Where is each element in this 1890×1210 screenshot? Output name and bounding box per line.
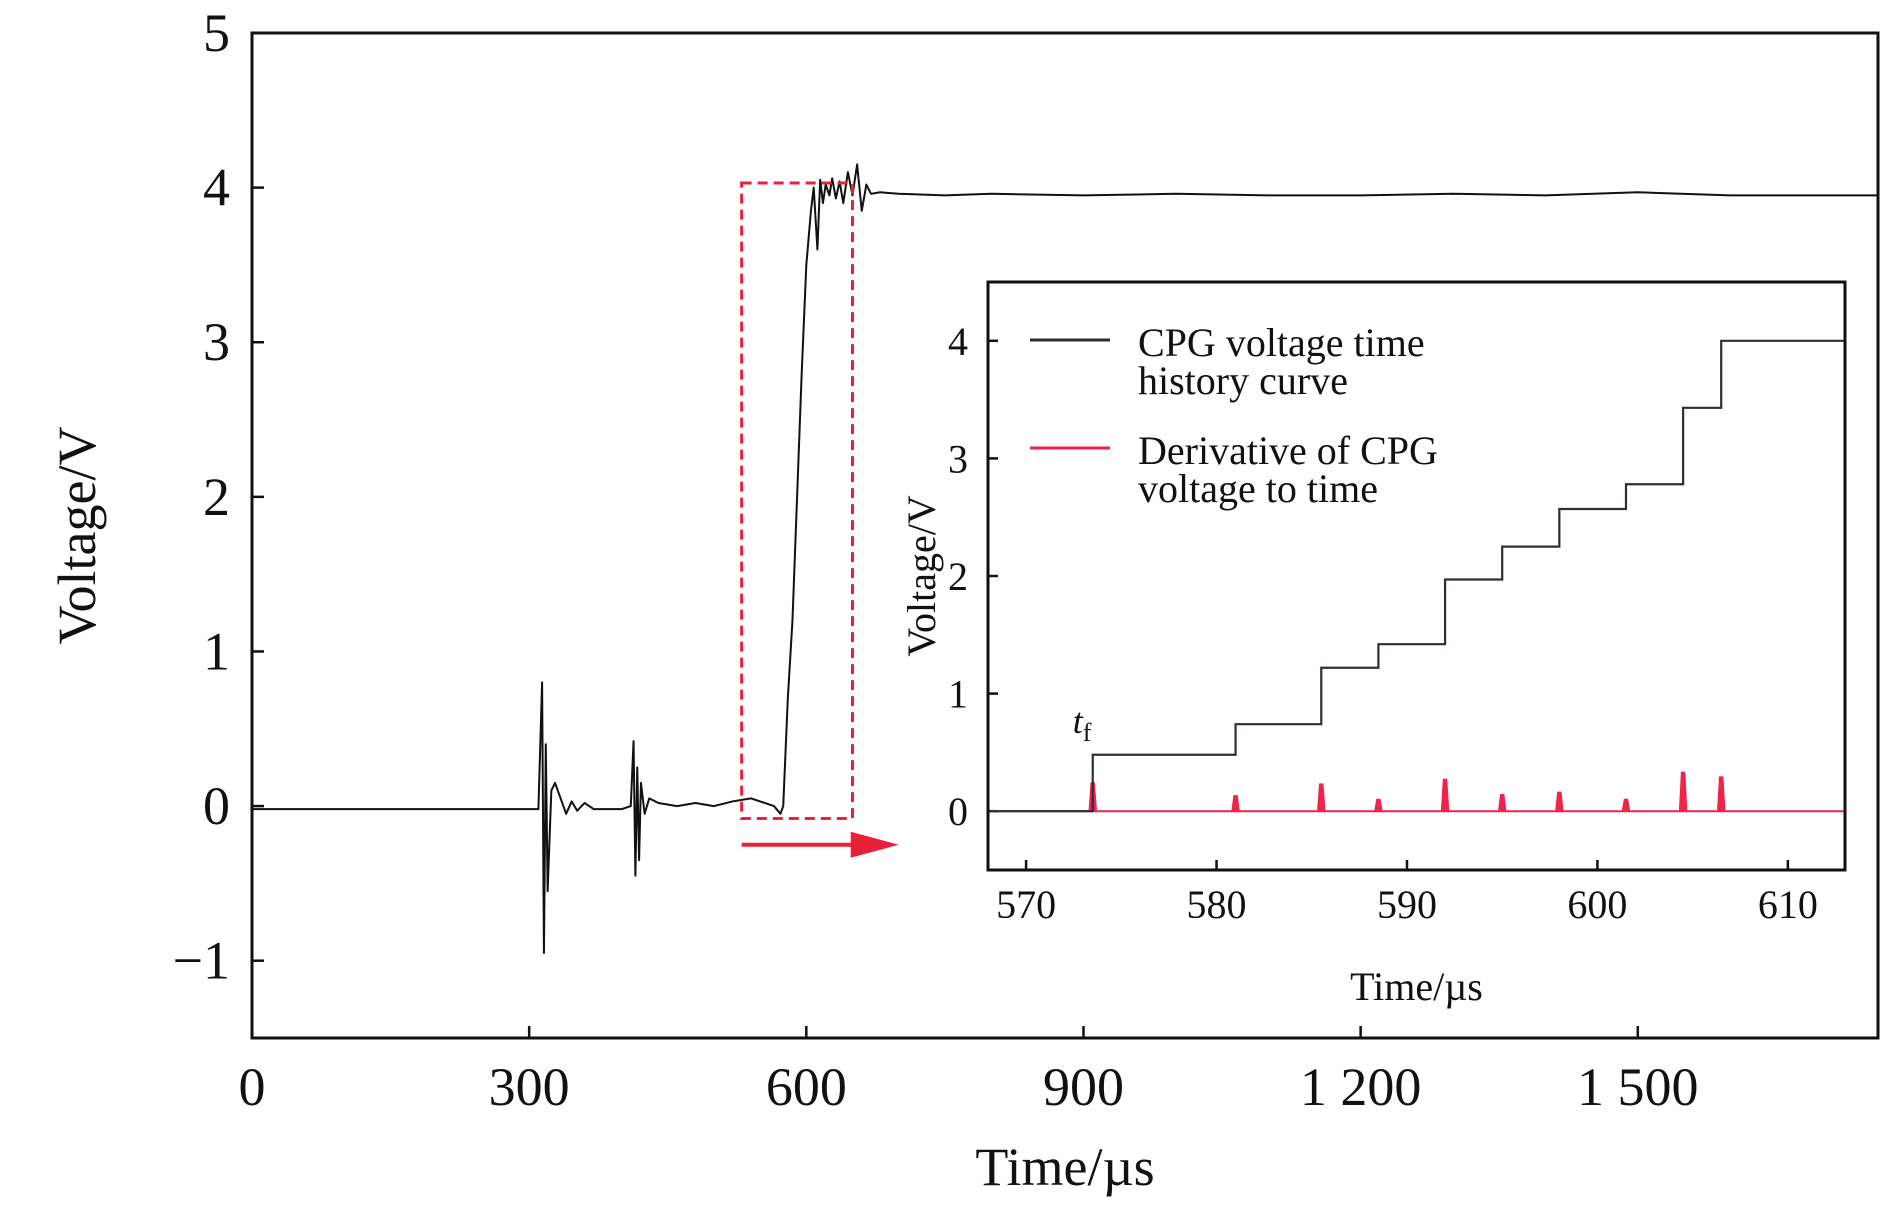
- inset-y-tick-label-2: 2: [948, 554, 968, 599]
- inset-y-tick-label-1: 1: [948, 672, 968, 717]
- highlight-box: [740, 181, 855, 820]
- inset-cpg-voltage-line: [988, 339, 1845, 813]
- main-y-tick-label-1: 1: [203, 621, 230, 681]
- main-y-tick-label-1: −1: [173, 931, 230, 991]
- inset-x-axis-label: Time/µs: [1350, 964, 1483, 1009]
- inset-legend: CPG voltage time history curve Derivativ…: [1030, 320, 1438, 511]
- inset-x-tick-label-590: 590: [1377, 882, 1437, 927]
- legend-label-derivative-line2: voltage to time: [1138, 466, 1378, 511]
- inset-x-tick-label-600: 600: [1567, 882, 1627, 927]
- main-x-tick-label-1-200: 1 200: [1300, 1057, 1422, 1117]
- main-y-tick-label-0: 0: [203, 776, 230, 836]
- inset-y-tick-label-4: 4: [948, 319, 968, 364]
- main-voltage-line: [252, 163, 1878, 954]
- main-x-tick-label-0: 0: [239, 1057, 266, 1117]
- derivative-spike: [1554, 791, 1564, 812]
- tf-annotation-subscript: f: [1083, 718, 1092, 747]
- legend-label-derivative-line1: Derivative of CPG: [1138, 428, 1438, 473]
- main-y-tick-label-2: 2: [203, 467, 230, 527]
- tf-annotation: tf: [1073, 701, 1092, 747]
- inset-background: [988, 282, 1845, 870]
- main-y-tick-label-5: 5: [203, 3, 230, 63]
- inset-y-tick-label-3: 3: [948, 436, 968, 481]
- main-y-axis-label: Voltage/V: [47, 427, 107, 645]
- main-plot-frame: [250, 31, 1880, 1040]
- legend-label-cpg-voltage-line1: CPG voltage time: [1138, 320, 1425, 365]
- inset-x-tick-label-580: 580: [1187, 882, 1247, 927]
- main-x-tick-label-1-500: 1 500: [1577, 1057, 1699, 1117]
- main-y-tick-label-4: 4: [203, 158, 230, 218]
- derivative-spike: [1374, 798, 1383, 812]
- main-x-axis-label: Time/µs: [975, 1137, 1154, 1197]
- inset-plot: 570 580 590 600 610 0 1 2 3 4 Time/µs Voltage/V t…: [899, 280, 1847, 1009]
- derivative-spike: [1621, 798, 1631, 812]
- derivative-spike: [1716, 776, 1726, 812]
- main-y-tick-label-3: 3: [203, 312, 230, 372]
- inset-x-tick-label-610: 610: [1758, 882, 1818, 927]
- inset-plot-frame: [986, 280, 1847, 872]
- main-plot: 0 300 600 900 1 200 1 500 −1 0 1 2 3 4 5 Time/µs Vol…: [47, 3, 1880, 1197]
- derivative-spike: [1440, 778, 1450, 812]
- zoom-arrow-head: [850, 831, 899, 858]
- main-x-tick-label-900: 900: [1043, 1057, 1124, 1117]
- main-x-tick-label-600: 600: [766, 1057, 847, 1117]
- inset-x-tick-label-570: 570: [996, 882, 1056, 927]
- legend-label-cpg-voltage-line2: history curve: [1138, 358, 1348, 403]
- inset-y-tick-label-0: 0: [948, 789, 968, 834]
- derivative-spike: [1316, 783, 1326, 812]
- inset-y-axis-label: Voltage/V: [899, 495, 944, 657]
- derivative-spike: [1231, 795, 1240, 812]
- derivative-spike: [1497, 793, 1507, 812]
- derivative-spike: [1678, 771, 1688, 812]
- tf-annotation-main: t: [1073, 701, 1084, 741]
- main-x-tick-label-300: 300: [489, 1057, 570, 1117]
